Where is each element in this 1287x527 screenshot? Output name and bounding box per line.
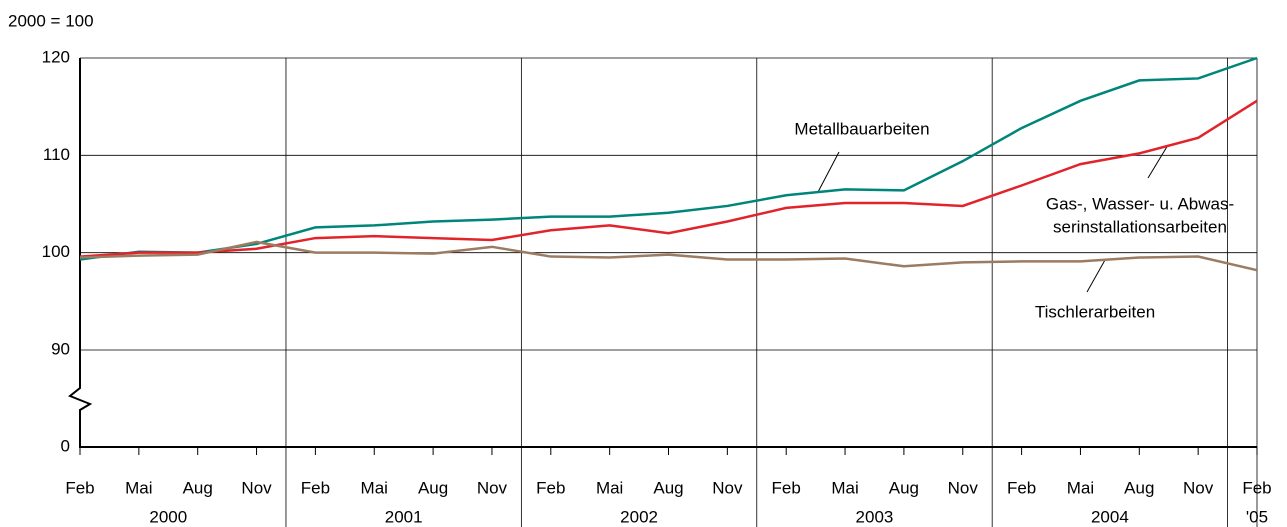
year-label: 2003 — [856, 507, 894, 526]
y-tick-label: 0 — [61, 436, 70, 455]
y-tick-label: 100 — [42, 242, 70, 261]
x-tick-label: Nov — [712, 478, 743, 497]
x-tick-label: Aug — [653, 478, 683, 497]
series-label: Tischlerarbeiten — [1035, 302, 1155, 321]
series-label: Metallbauarbeiten — [794, 119, 929, 138]
y-axis-unit: 2000 = 100 — [8, 11, 94, 30]
x-tick-label: Feb — [536, 478, 565, 497]
y-tick-label: 120 — [42, 47, 70, 66]
x-tick-label: Feb — [301, 478, 330, 497]
x-tick-label: Feb — [1242, 478, 1271, 497]
series-label: serinstallationsarbeiten — [1053, 217, 1227, 236]
x-tick-label: Mai — [125, 478, 152, 497]
x-tick-label: Mai — [831, 478, 858, 497]
x-tick-label: Mai — [596, 478, 623, 497]
x-tick-label: Nov — [948, 478, 979, 497]
x-tick-label: Aug — [418, 478, 448, 497]
year-label: 2001 — [385, 507, 423, 526]
year-label: 2004 — [1091, 507, 1129, 526]
x-tick-label: Nov — [241, 478, 272, 497]
year-label: 2002 — [620, 507, 658, 526]
leader-line — [817, 151, 840, 193]
x-tick-label: Feb — [65, 478, 94, 497]
series-label: Gas-, Wasser- u. Abwas- — [1046, 194, 1234, 213]
leader-line — [1086, 259, 1106, 293]
series-line — [79, 240, 1258, 272]
x-tick-label: Feb — [1007, 478, 1036, 497]
series-line — [79, 56, 1258, 261]
x-tick-label: Mai — [361, 478, 388, 497]
leader-line — [1147, 144, 1169, 179]
x-tick-label: Aug — [889, 478, 919, 497]
x-tick-label: Aug — [1124, 478, 1154, 497]
x-tick-label: Nov — [477, 478, 508, 497]
x-tick-label: Nov — [1183, 478, 1214, 497]
x-tick-label: Feb — [772, 478, 801, 497]
x-tick-label: Mai — [1067, 478, 1094, 497]
y-tick-label: 110 — [43, 145, 70, 164]
y-tick-label: 90 — [51, 339, 70, 358]
year-label: 2000 — [149, 507, 187, 526]
x-tick-label: Aug — [183, 478, 213, 497]
y-axis — [68, 58, 1257, 448]
